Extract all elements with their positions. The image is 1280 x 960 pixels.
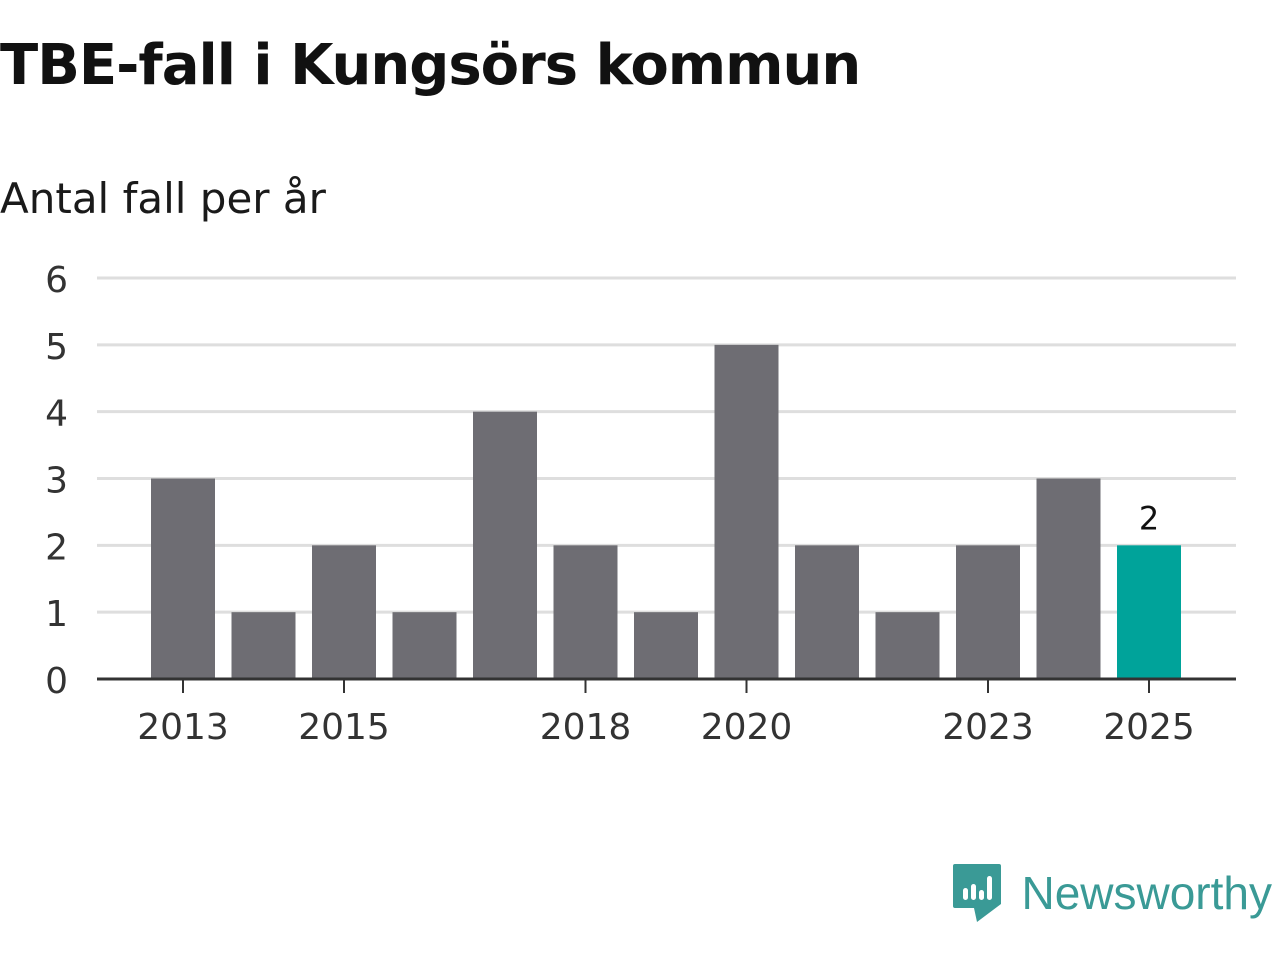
bar-2022: [875, 612, 940, 679]
x-tick-label: 2025: [1103, 707, 1195, 748]
x-tick-label: 2015: [298, 707, 390, 748]
x-tick-label: 2013: [137, 707, 229, 748]
brand: Newsworthy: [951, 862, 1272, 924]
chart-title: TBE-fall i Kungsörs kommun: [0, 33, 861, 98]
bar-2017: [473, 411, 537, 679]
bar-2019: [634, 612, 698, 679]
bar-2020: [714, 344, 779, 679]
bars: [151, 344, 1181, 679]
axes: [97, 677, 1236, 693]
x-tick-label: 2023: [942, 707, 1034, 748]
y-tick-label: 3: [45, 461, 68, 502]
bar-2025: [1117, 545, 1181, 679]
bar-2018: [553, 545, 618, 679]
bar-2024: [1036, 478, 1101, 679]
bar-2013: [151, 478, 215, 679]
labels: 0 1 2 3 4 5 6 2 2013 2015 2018 2020 2023 2025: [45, 260, 1195, 748]
y-tick-label: 1: [45, 594, 68, 635]
data-label: 2: [1139, 499, 1159, 537]
y-tick-label: 4: [45, 394, 68, 435]
x-tick-label: 2018: [540, 707, 632, 748]
bar-2023: [956, 545, 1020, 679]
bar-2016: [392, 612, 457, 679]
chart-subtitle: Antal fall per år: [0, 174, 326, 223]
bar-2021: [795, 545, 859, 679]
y-tick-label: 2: [45, 527, 68, 568]
y-tick-label: 6: [45, 260, 68, 301]
y-tick-label: 0: [45, 661, 68, 702]
newsworthy-logo-icon: [953, 864, 1002, 922]
bar-2014: [231, 612, 296, 679]
bar-2015: [312, 545, 376, 679]
brand-name: Newsworthy: [1021, 867, 1272, 919]
x-tick-label: 2020: [701, 707, 793, 748]
y-tick-label: 5: [45, 327, 68, 368]
